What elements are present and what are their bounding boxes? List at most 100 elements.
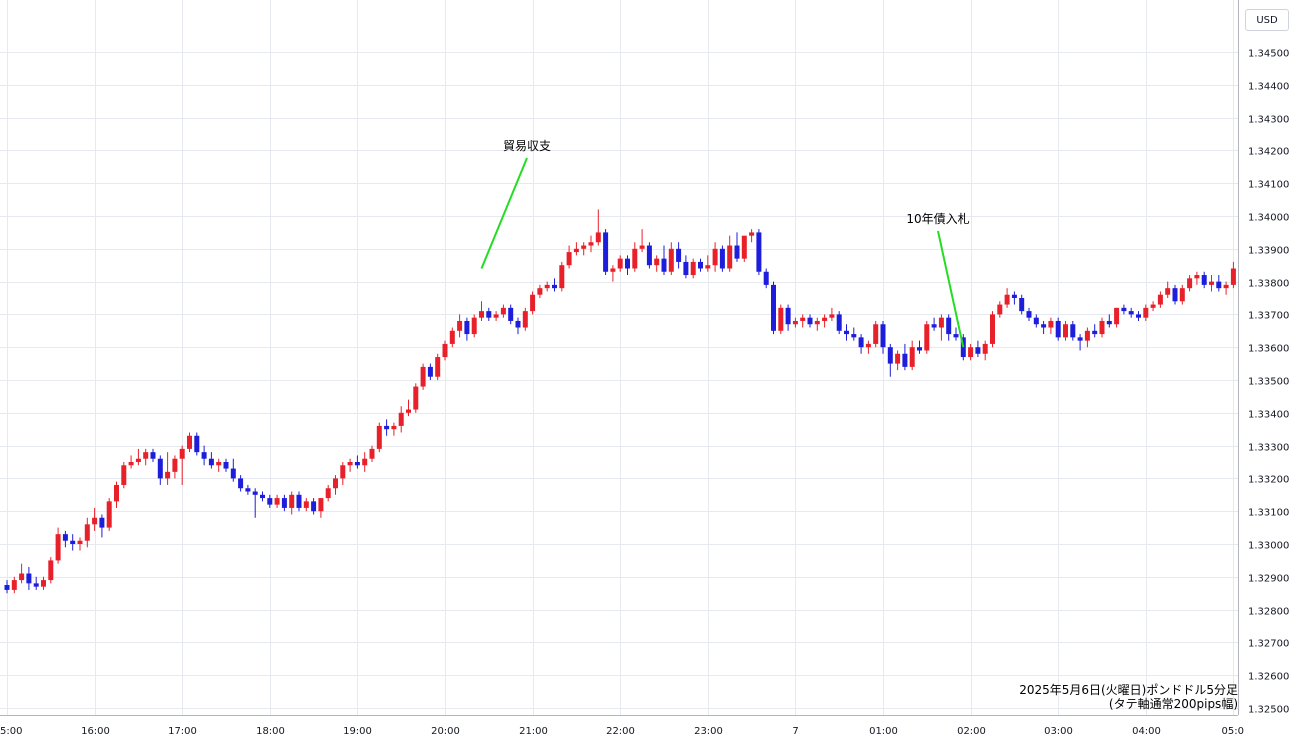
candle-body xyxy=(639,245,645,249)
price-tick-label: 1.34100 xyxy=(1248,180,1289,191)
candle-body xyxy=(924,324,930,351)
candle-body xyxy=(807,317,813,325)
price-tick-label: 1.32900 xyxy=(1248,574,1289,585)
candle-body xyxy=(464,320,470,335)
candle-body xyxy=(625,258,630,269)
candle-body xyxy=(851,334,857,338)
time-tick-label: 23:00 xyxy=(694,726,723,737)
candle-body xyxy=(741,235,747,259)
candle xyxy=(829,307,835,321)
candle-body xyxy=(676,248,682,262)
candle xyxy=(362,452,368,472)
candle-body xyxy=(435,357,441,377)
candle xyxy=(873,320,879,348)
candle xyxy=(245,484,251,495)
candle-body xyxy=(661,258,667,272)
candle-body xyxy=(230,468,236,479)
candle xyxy=(814,317,820,331)
candle-body xyxy=(1106,320,1112,325)
candle xyxy=(741,235,747,262)
annotation-label: 貿易収支 xyxy=(503,139,551,153)
candle-body xyxy=(938,317,944,328)
price-tick-label: 1.33000 xyxy=(1248,541,1289,552)
candle-body xyxy=(785,307,791,325)
candle xyxy=(1048,317,1054,335)
candle-body xyxy=(471,317,477,335)
candle xyxy=(1157,291,1163,308)
time-tick-label: 20:00 xyxy=(431,726,460,737)
candle-body xyxy=(406,409,411,413)
candle xyxy=(398,406,404,433)
candle xyxy=(77,537,83,551)
candle-body xyxy=(836,314,842,331)
candle xyxy=(493,311,499,321)
candle xyxy=(1033,314,1039,328)
candle-body xyxy=(1004,294,1010,305)
candle xyxy=(683,255,689,279)
candle-body xyxy=(668,248,674,272)
candle xyxy=(588,235,594,253)
time-axis-background[interactable] xyxy=(0,715,1300,745)
candle-body xyxy=(194,435,200,453)
candle xyxy=(500,304,506,318)
candle-body xyxy=(391,425,397,430)
candle xyxy=(625,255,630,276)
candle xyxy=(836,311,842,335)
candle-body xyxy=(1223,284,1229,289)
candle-body xyxy=(143,452,149,459)
candle xyxy=(938,314,944,341)
candle-body xyxy=(698,261,703,269)
candle-body xyxy=(33,583,39,587)
candle xyxy=(230,458,236,482)
candle xyxy=(610,265,616,282)
candle xyxy=(909,340,915,371)
candle xyxy=(522,307,528,331)
candle-body xyxy=(70,540,76,544)
candle xyxy=(1209,275,1214,292)
candle xyxy=(1172,284,1178,305)
price-tick-label: 1.32600 xyxy=(1248,672,1289,683)
time-tick-label: 19:00 xyxy=(343,726,372,737)
candle-body xyxy=(522,311,528,328)
candle-body xyxy=(617,258,623,269)
candle xyxy=(1099,317,1105,338)
candle xyxy=(325,484,331,502)
candle-body xyxy=(413,386,419,410)
candle-body xyxy=(128,462,134,466)
candle-body xyxy=(581,245,587,249)
candle xyxy=(1179,284,1185,305)
candle xyxy=(135,448,141,466)
price-tick-label: 1.34300 xyxy=(1248,115,1289,126)
candle xyxy=(70,534,76,551)
candle xyxy=(1055,317,1061,341)
candle xyxy=(384,419,390,436)
candle xyxy=(238,475,244,492)
candle-body xyxy=(595,232,601,243)
currency-badge[interactable]: USD xyxy=(1245,9,1289,31)
candle xyxy=(311,498,317,515)
candle-body xyxy=(530,294,536,312)
candle xyxy=(26,566,32,590)
candle xyxy=(822,314,828,328)
candle xyxy=(982,340,988,361)
candle-body xyxy=(858,337,864,348)
price-axis-background[interactable] xyxy=(1238,0,1300,715)
candle-body xyxy=(931,324,937,328)
candle-body xyxy=(238,478,244,489)
price-tick-label: 1.33200 xyxy=(1248,475,1289,486)
candle xyxy=(106,498,112,531)
candle-body xyxy=(778,307,784,331)
chart-caption-line2: (タテ軸通常200pips幅) xyxy=(1108,697,1238,711)
candle-body xyxy=(41,580,46,587)
candle xyxy=(887,343,893,377)
candle-body xyxy=(26,573,32,584)
candle-body xyxy=(712,248,718,266)
candle-body xyxy=(354,462,360,466)
candle-body xyxy=(1070,324,1076,338)
candle xyxy=(1230,261,1236,289)
candle xyxy=(603,229,609,276)
candle xyxy=(376,422,382,453)
price-tick-label: 1.33400 xyxy=(1248,410,1289,421)
candle xyxy=(719,245,725,272)
